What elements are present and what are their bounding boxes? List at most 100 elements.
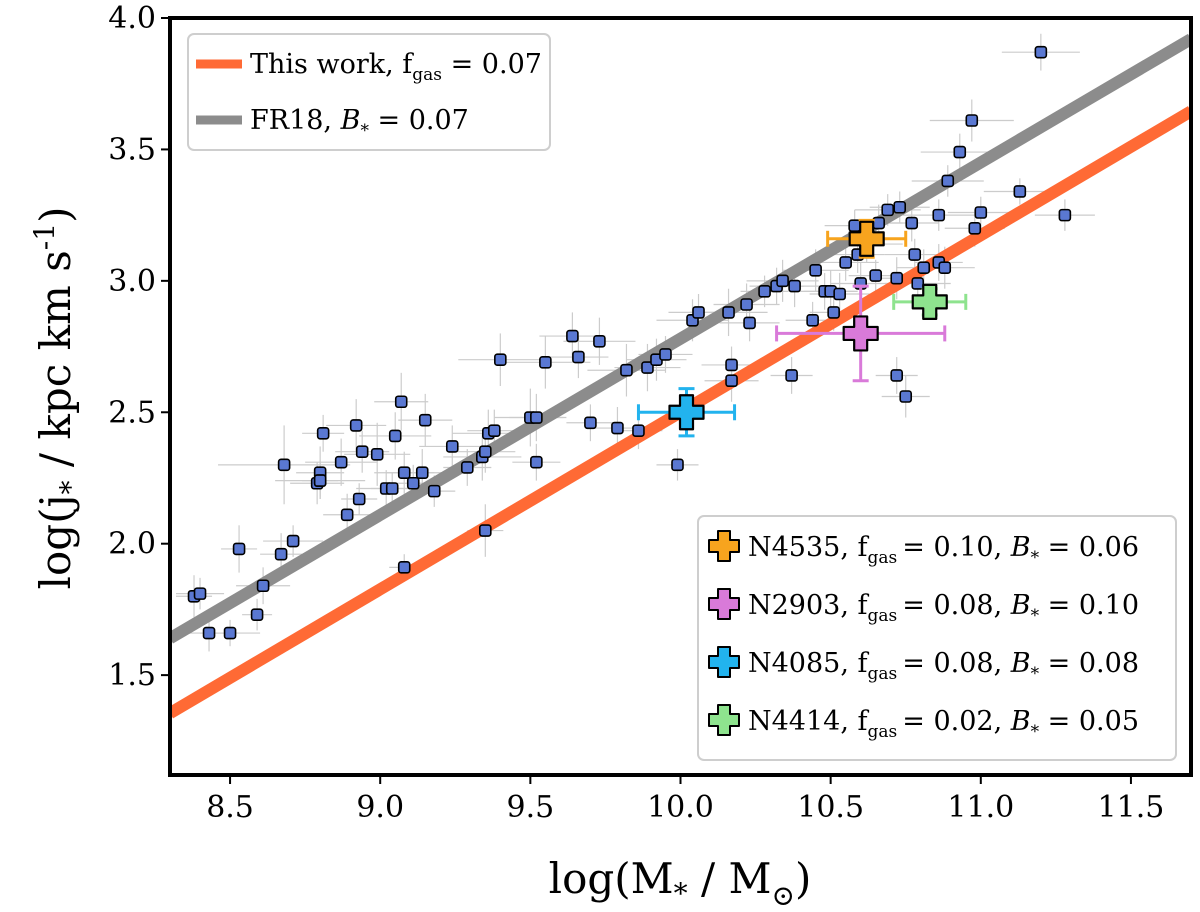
sample-point bbox=[256, 579, 270, 593]
sample-point bbox=[313, 474, 327, 487]
y-axis-label: log(j* / kpc km s-1) bbox=[28, 207, 87, 590]
sample-point bbox=[905, 216, 919, 230]
sample-point bbox=[223, 626, 237, 640]
sample-point bbox=[397, 561, 411, 574]
y-axis-label-sup: -1 bbox=[28, 223, 61, 250]
sample-point bbox=[809, 264, 822, 277]
sample-point bbox=[722, 306, 735, 319]
x-axis-label-close: ) bbox=[795, 854, 811, 903]
x-axis-label-post: / M bbox=[688, 854, 772, 903]
y-axis-label-close: ) bbox=[31, 207, 80, 223]
x-axis-label-sub: * bbox=[674, 877, 688, 910]
sample-point bbox=[397, 466, 411, 480]
y-axis-ticks: 1.5 2.0 2.5 3.0 3.5 4.0 bbox=[108, 1, 170, 693]
legend-fr18-label: FR18, B* = 0.07 bbox=[250, 105, 469, 141]
sample-point bbox=[725, 358, 738, 372]
sample-point bbox=[232, 542, 246, 556]
sample-point bbox=[632, 424, 645, 437]
sample-point bbox=[848, 219, 861, 232]
legend-fr18-script: B bbox=[340, 105, 361, 136]
x-tick-label: 9.0 bbox=[356, 790, 404, 825]
y-tick-label: 3.5 bbox=[108, 132, 156, 167]
sample-point bbox=[743, 316, 756, 330]
sample-point bbox=[611, 421, 624, 435]
sample-point bbox=[911, 277, 925, 290]
sample-point bbox=[418, 413, 432, 427]
legend-label-n2903: N2903, fgas = 0.08, B* = 0.10 bbox=[748, 590, 1139, 626]
sample-point bbox=[839, 256, 852, 269]
highlight-n2903 bbox=[775, 284, 947, 383]
sample-point bbox=[833, 287, 846, 301]
y-axis-label-sub: * bbox=[54, 480, 87, 494]
legend-marker-n4414 bbox=[708, 704, 740, 736]
y-tick-label: 4.0 bbox=[108, 1, 156, 36]
sample-point bbox=[890, 271, 904, 285]
highlight-points bbox=[636, 218, 968, 438]
sample-point bbox=[530, 411, 543, 424]
sample-point bbox=[274, 547, 288, 561]
sample-point bbox=[1013, 185, 1027, 198]
sample-point bbox=[827, 306, 840, 319]
sample-point bbox=[193, 587, 207, 600]
x-tick-label: 8.5 bbox=[206, 790, 254, 825]
sample-point bbox=[893, 200, 907, 214]
x-tick-label: 10.0 bbox=[647, 790, 714, 825]
highlight-n4414 bbox=[892, 283, 968, 320]
highlight-n4535 bbox=[826, 218, 908, 259]
sample-point bbox=[620, 363, 633, 377]
x-tick-label: 9.5 bbox=[506, 790, 554, 825]
y-tick-label: 1.5 bbox=[108, 658, 156, 693]
legend-this-work-sub: gas bbox=[412, 65, 442, 85]
y-tick-label: 2.0 bbox=[108, 527, 156, 562]
sample-point bbox=[202, 626, 216, 640]
sample-point bbox=[932, 208, 946, 222]
legend-galaxies: N4535, fgas = 0.10, B* = 0.06 N2903, fgas =… bbox=[697, 515, 1177, 761]
x-axis-label: log(M* / M⊙) bbox=[549, 854, 812, 912]
highlight-n4085 bbox=[636, 387, 737, 438]
sample-point bbox=[725, 374, 738, 388]
sample-point bbox=[286, 534, 300, 548]
sample-point bbox=[572, 350, 585, 364]
sample-point bbox=[427, 484, 441, 498]
sample-point bbox=[917, 261, 931, 275]
legend-fr18-pre: FR18, bbox=[250, 105, 341, 136]
highlight-marker bbox=[668, 394, 705, 431]
legend-marker-n2903 bbox=[708, 588, 740, 620]
fr18-line bbox=[170, 33, 1191, 644]
legend-lines-box bbox=[187, 33, 551, 151]
legend-marker-n4085 bbox=[708, 646, 740, 678]
sample-point bbox=[539, 356, 552, 369]
sample-point bbox=[806, 313, 819, 327]
sample-point bbox=[385, 482, 399, 495]
sample-point bbox=[641, 361, 654, 374]
legend-this-work-pre: This work, f bbox=[250, 49, 414, 80]
plot-area bbox=[170, 33, 1191, 719]
legend-this-work-label: This work, fgas = 0.07 bbox=[250, 49, 542, 85]
sample-point bbox=[316, 426, 330, 440]
sample-point bbox=[953, 145, 967, 159]
sample-point bbox=[671, 458, 684, 472]
highlight-marker bbox=[842, 315, 879, 352]
sample-point bbox=[340, 508, 354, 522]
y-tick-label: 2.5 bbox=[108, 395, 156, 430]
legend-label-n4414: N4414, fgas = 0.02, B* = 0.05 bbox=[748, 706, 1139, 742]
sample-point bbox=[355, 445, 369, 458]
x-axis-label-pre: log(M bbox=[549, 854, 674, 903]
sample-markers bbox=[187, 45, 1072, 640]
sample-point bbox=[445, 440, 459, 453]
sample-point bbox=[974, 206, 988, 219]
sample-point bbox=[277, 458, 291, 472]
sample-point bbox=[488, 424, 501, 437]
x-tick-label: 11.5 bbox=[1098, 790, 1165, 825]
sample-point bbox=[908, 248, 922, 261]
legend-fr18-sub: * bbox=[360, 121, 369, 141]
sample-point bbox=[788, 279, 801, 293]
x-tick-label: 10.5 bbox=[797, 790, 864, 825]
sample-point bbox=[740, 298, 753, 311]
sample-point bbox=[566, 329, 579, 343]
sample-point bbox=[890, 369, 904, 382]
legend-marker-n4535 bbox=[708, 530, 740, 562]
sample-point bbox=[692, 306, 705, 319]
sample-point bbox=[1058, 208, 1072, 222]
